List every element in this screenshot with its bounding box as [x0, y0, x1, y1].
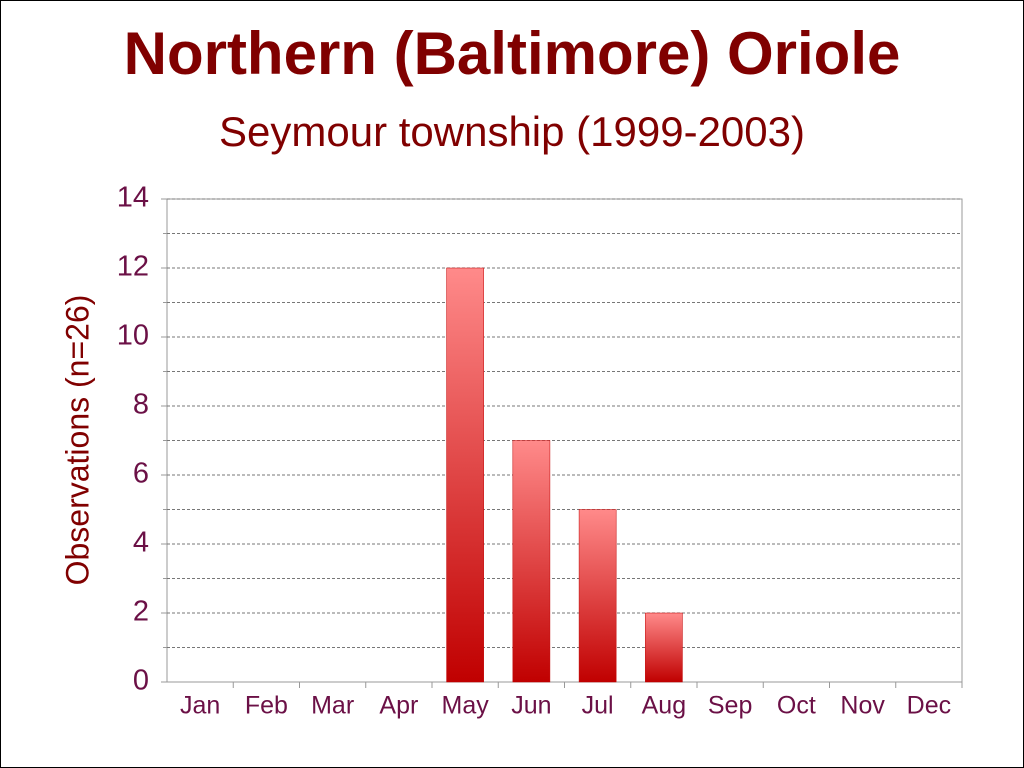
x-tick-label: Jun: [511, 692, 551, 720]
x-tick-label: Jul: [582, 692, 614, 720]
chart-subtitle: Seymour township (1999-2003): [219, 108, 805, 155]
chart-title: Northern (Baltimore) Oriole: [124, 20, 901, 87]
y-tick-label: 8: [133, 389, 149, 421]
x-tick-label: Feb: [245, 692, 288, 720]
y-tick-label: 4: [133, 527, 149, 559]
bar: [446, 267, 484, 683]
bar: [512, 440, 551, 683]
y-tick-label: 10: [117, 320, 149, 352]
y-tick-label: 6: [133, 458, 149, 490]
x-tick-label: Mar: [311, 692, 354, 720]
x-tick-label: Jan: [180, 692, 220, 720]
y-tick-label: 0: [133, 665, 149, 697]
x-tick-label: Dec: [907, 692, 951, 720]
bar: [645, 612, 683, 683]
bar: [578, 509, 617, 683]
x-tick-label: Sep: [708, 692, 752, 720]
x-tick-label: Aug: [642, 692, 686, 720]
y-axis-label: Observations (n=26): [59, 295, 95, 586]
x-tick-label: May: [442, 692, 490, 720]
x-tick-label: Apr: [379, 692, 418, 720]
y-tick-label: 2: [133, 596, 149, 628]
y-tick-label: 14: [117, 182, 149, 214]
y-tick-label: 12: [117, 251, 149, 283]
x-tick-label: Oct: [777, 692, 816, 720]
x-tick-label: Nov: [840, 692, 885, 720]
